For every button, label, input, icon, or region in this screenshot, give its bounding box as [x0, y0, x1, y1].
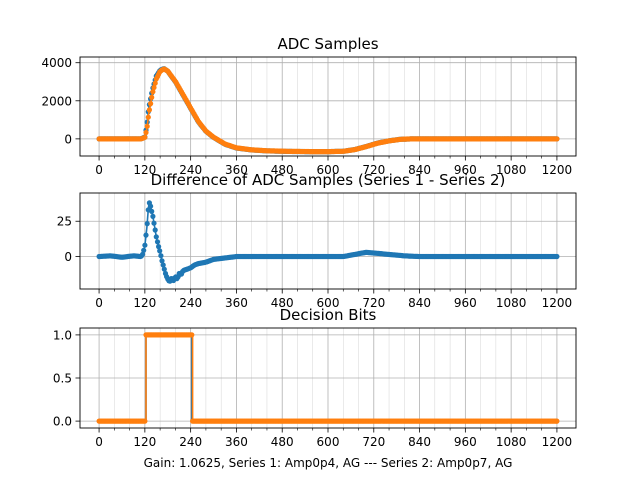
- data-point-s2: [145, 114, 151, 120]
- x-tick-label: 1200: [542, 163, 573, 177]
- x-tick-label: 960: [454, 296, 477, 310]
- data-point-diff: [144, 221, 150, 227]
- data-point-diff: [157, 248, 163, 254]
- x-tick-label: 360: [225, 435, 248, 449]
- data-point-diff: [554, 253, 560, 260]
- x-tick-label: 720: [362, 296, 385, 310]
- x-tick-label: 0: [95, 163, 103, 177]
- x-tick-label: 120: [133, 296, 156, 310]
- data-point-s2: [150, 89, 156, 95]
- data-point-diff: [141, 247, 147, 253]
- data-point-diff: [156, 244, 162, 250]
- x-tick-label: 240: [179, 163, 202, 177]
- x-tick-label: 360: [225, 296, 248, 310]
- data-point-s2: [149, 94, 155, 100]
- x-tick-label: 0: [95, 435, 103, 449]
- x-tick-label: 960: [454, 163, 477, 177]
- x-tick-label: 840: [408, 435, 431, 449]
- chart-title: ADC Samples: [277, 35, 378, 53]
- chart-panel-3: 0 120 240 360 480 600 720 840 960 1080 1200 0.0 0.5 1…: [53, 306, 577, 449]
- data-point-diff: [149, 208, 155, 214]
- x-tick-label: 240: [179, 296, 202, 310]
- y-tick-label: 1.0: [53, 328, 72, 342]
- y-tick-label: 4000: [41, 56, 72, 70]
- data-point-s2: [554, 418, 560, 424]
- x-tick-label: 1200: [542, 296, 573, 310]
- chart-panel-2: 0 120 240 360 480 600 720 840 960 1080 1200 0 25 Diff…: [57, 171, 577, 310]
- data-point-diff: [160, 262, 166, 268]
- data-point-s2: [146, 107, 152, 113]
- y-tick-label: 0: [64, 132, 72, 146]
- x-tick-label: 1080: [496, 163, 527, 177]
- x-tick-label: 1080: [496, 296, 527, 310]
- data-point-diff: [143, 232, 149, 238]
- x-tick-label: 120: [133, 435, 156, 449]
- x-tick-label: 600: [317, 163, 340, 177]
- data-point-diff: [140, 251, 146, 257]
- x-tick-label: 0: [95, 296, 103, 310]
- x-tick-label: 720: [362, 435, 385, 449]
- data-point-s2: [148, 101, 154, 107]
- data-point-diff: [148, 203, 154, 209]
- data-point-diff: [159, 258, 165, 264]
- y-tick-label: 0: [64, 250, 72, 264]
- x-tick-label: 600: [317, 296, 340, 310]
- x-tick-label: 240: [179, 435, 202, 449]
- x-tick-label: 480: [271, 296, 294, 310]
- data-point-diff: [158, 253, 164, 259]
- x-tick-label: 840: [408, 163, 431, 177]
- y-tick-label: 25: [57, 215, 72, 229]
- x-tick-label: 960: [454, 435, 477, 449]
- x-tick-label: 720: [362, 163, 385, 177]
- data-point-s2: [554, 136, 560, 142]
- data-point-s2: [144, 123, 150, 129]
- data-point-diff: [161, 266, 167, 272]
- data-point-s2: [189, 332, 195, 338]
- x-tick-label: 600: [317, 435, 340, 449]
- y-tick-label: 0.5: [53, 372, 72, 386]
- data-point-s2: [151, 84, 157, 91]
- x-tick-label: 120: [133, 163, 156, 177]
- x-tick-label: 480: [271, 163, 294, 177]
- data-point-diff: [142, 242, 148, 248]
- series-diff: [96, 200, 560, 284]
- chart-panel-1: 0 120 240 360 480 600 720 840 960 1080 1200 0 2000 40…: [41, 35, 577, 177]
- x-tick-label: 480: [271, 435, 294, 449]
- y-tick-label: 0.0: [53, 415, 72, 429]
- series-s2: [96, 66, 560, 155]
- data-point-s2: [143, 129, 149, 136]
- x-tick-label: 1080: [496, 435, 527, 449]
- data-point-diff: [153, 234, 159, 240]
- x-tick-label: 1200: [542, 435, 573, 449]
- data-point-s2: [142, 418, 148, 424]
- data-point-diff: [154, 239, 161, 245]
- data-point-diff: [152, 227, 158, 233]
- figure-caption: Gain: 1.0625, Series 1: Amp0p4, AG --- S…: [144, 456, 513, 470]
- chart-title: Difference of ADC Samples (Series 1 - Se…: [151, 171, 506, 189]
- data-point-diff: [151, 220, 157, 226]
- y-tick-label: 2000: [41, 94, 72, 108]
- data-point-diff: [150, 213, 156, 219]
- x-tick-label: 840: [408, 296, 431, 310]
- chart-title: Decision Bits: [280, 306, 377, 324]
- data-point-s2: [142, 134, 148, 140]
- series-s2: [96, 332, 560, 424]
- chart-panels: 0 120 240 360 480 600 720 840 960 1080 12000200040…: [41, 35, 577, 449]
- data-point-s2: [152, 80, 158, 86]
- x-tick-label: 360: [225, 163, 248, 177]
